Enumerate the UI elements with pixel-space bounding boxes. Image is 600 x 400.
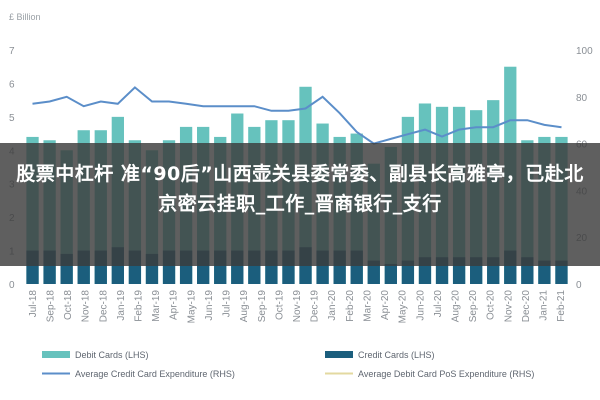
left-axis-tick-label: 6: [9, 79, 15, 90]
x-axis-tick-label: Oct-18: [63, 290, 74, 320]
right-axis-tick-label: 100: [576, 46, 593, 57]
right-axis-tick-label: 80: [576, 93, 588, 104]
left-axis-tick-label: 0: [9, 280, 15, 291]
headline-text: 股票中杠杆 准“90后”山西壶关县委常委、副县长高雅亭，已赴北京密云挂职_工作_…: [16, 163, 584, 215]
x-axis-tick-label: Sep-20: [468, 290, 479, 323]
x-axis-tick-label: Oct-19: [274, 290, 285, 320]
x-axis-tick-label: Feb-19: [133, 290, 144, 322]
x-axis-ticks: Jul-18 Sep-18 Oct-18 Nov-18 Dec-18 Jan-19 Feb-…: [28, 290, 567, 324]
right-axis-tick-label: 0: [576, 280, 582, 291]
legend-label: Average Debit Card PoS Expenditure (RHS): [358, 369, 534, 379]
x-axis-tick-label: May-20: [398, 290, 409, 324]
x-axis-tick-label: Feb-20: [345, 290, 356, 322]
x-axis-tick-label: Aug-19: [239, 290, 250, 323]
chart-legend: Debit Cards (LHS) Credit Cards (LHS) Avera…: [42, 350, 534, 379]
credit-bar: [384, 263, 397, 284]
x-axis-tick-label: Jan-20: [327, 290, 338, 321]
left-axis-tick-label: 7: [9, 46, 15, 57]
legend-label: Credit Cards (LHS): [358, 350, 435, 360]
x-axis-tick-label: Feb-21: [556, 290, 567, 322]
x-axis-tick-label: Jun-20: [415, 290, 426, 321]
x-axis-tick-label: Dec-18: [98, 290, 109, 323]
x-axis-tick-label: Jan-21: [539, 290, 550, 321]
x-axis-tick-label: Nov-19: [292, 290, 303, 323]
x-axis-tick-label: Mar-19: [151, 290, 162, 322]
x-axis-tick-label: Nov-20: [503, 290, 514, 323]
x-axis-tick-label: Jan-19: [116, 290, 127, 321]
x-axis-tick-label: May-19: [186, 290, 197, 324]
x-axis-tick-label: Nov-18: [81, 290, 92, 323]
x-axis-tick-label: Sep-18: [45, 290, 56, 323]
credit-bar: [367, 260, 380, 284]
x-axis-tick-label: Jul-19: [222, 290, 233, 318]
x-axis-tick-label: Aug-20: [451, 290, 462, 323]
x-axis-tick-label: Jul-18: [28, 290, 39, 318]
credit-bar: [555, 260, 568, 284]
y-axis-unit-label: £ Billion: [9, 12, 41, 22]
x-axis-tick-label: Jun-19: [204, 290, 215, 321]
x-axis-tick-label: Dec-20: [521, 290, 532, 323]
x-axis-tick-label: Apr-19: [169, 290, 180, 320]
credit-bar: [401, 260, 415, 284]
x-axis-tick-label: Apr-20: [380, 290, 391, 320]
legend-label: Average Credit Card Expenditure (RHS): [75, 369, 235, 379]
x-axis-tick-label: Sep-19: [257, 290, 268, 323]
x-axis-tick-label: Jul-20: [433, 290, 444, 318]
legend-swatch: [42, 351, 70, 358]
line-series: [32, 86, 562, 145]
legend-label: Debit Cards (LHS): [75, 350, 149, 360]
x-axis-tick-label: Dec-19: [310, 290, 321, 323]
x-axis-tick-label: Oct-20: [486, 290, 497, 320]
credit-bar: [538, 260, 551, 284]
line-series-2: [32, 86, 562, 145]
x-axis-tick-label: Mar-20: [362, 290, 373, 322]
legend-swatch: [325, 351, 353, 358]
left-axis-tick-label: 5: [9, 113, 15, 124]
headline-overlay: 股票中杠杆 准“90后”山西壶关县委常委、副县长高雅亭，已赴北京密云挂职_工作_…: [0, 143, 600, 266]
